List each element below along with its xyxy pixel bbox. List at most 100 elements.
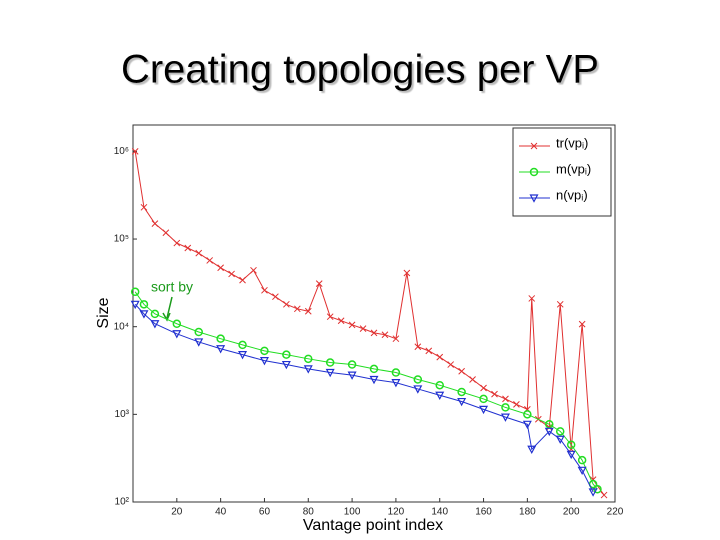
y-axis-label: Size <box>95 297 112 328</box>
point <box>469 376 476 383</box>
annotation: sort by <box>151 279 193 295</box>
point <box>283 300 290 308</box>
point <box>566 450 576 460</box>
legend-marker <box>529 167 539 177</box>
point <box>447 361 455 368</box>
point <box>413 375 423 384</box>
point <box>457 397 467 407</box>
y-tick-label: 10⁴ <box>114 321 129 332</box>
point <box>502 395 509 403</box>
legend-marker <box>530 142 538 150</box>
point <box>479 394 488 404</box>
point <box>259 357 269 366</box>
point <box>194 338 204 347</box>
point <box>195 249 203 257</box>
y-tick-label: 10⁵ <box>114 234 129 245</box>
point <box>403 269 411 277</box>
point <box>588 488 598 497</box>
point <box>281 360 291 370</box>
point <box>347 360 357 369</box>
point <box>391 368 401 377</box>
point <box>173 239 181 247</box>
point <box>304 307 312 315</box>
point <box>555 427 565 436</box>
point <box>348 321 356 329</box>
point <box>435 391 445 401</box>
point <box>184 244 192 252</box>
point <box>172 319 182 329</box>
point <box>325 358 335 367</box>
point <box>238 340 247 350</box>
point <box>228 270 235 278</box>
legend-label: tr(vpᵢ) <box>556 135 588 150</box>
point <box>325 368 335 378</box>
point <box>413 385 423 394</box>
point <box>261 286 268 294</box>
point <box>315 280 323 287</box>
x-tick-label: 180 <box>519 507 536 518</box>
point <box>162 229 170 237</box>
x-tick-label: 80 <box>303 507 315 518</box>
point <box>272 293 279 301</box>
point <box>414 343 422 351</box>
point <box>250 266 257 274</box>
point <box>130 287 140 297</box>
point <box>172 330 182 339</box>
x-axis-label: Vantage point index <box>303 517 443 534</box>
annotation-arrow <box>166 296 173 319</box>
point <box>555 435 565 445</box>
point <box>370 329 378 337</box>
point <box>217 264 224 272</box>
point <box>577 455 587 465</box>
point <box>577 466 587 476</box>
point <box>528 295 536 302</box>
point <box>458 367 465 375</box>
point <box>544 427 554 437</box>
point <box>151 220 159 227</box>
annotation-arrowhead <box>162 312 171 322</box>
point <box>150 309 160 319</box>
point <box>359 325 367 332</box>
point <box>600 491 608 499</box>
point <box>369 364 379 374</box>
point <box>282 350 291 359</box>
point <box>391 379 401 388</box>
point <box>566 440 576 449</box>
point <box>139 300 149 309</box>
point <box>457 387 466 397</box>
point <box>480 384 487 392</box>
point <box>238 351 248 360</box>
x-tick-label: 140 <box>431 507 448 518</box>
point <box>347 371 357 380</box>
series-line <box>134 303 594 493</box>
point <box>527 445 537 454</box>
x-tick-label: 60 <box>259 507 271 518</box>
point <box>425 347 433 355</box>
point <box>522 420 532 430</box>
point <box>194 327 203 337</box>
slide-title: Creating topologies per VP <box>121 48 599 92</box>
legend-label: n(vpᵢ) <box>556 187 588 202</box>
legend-marker <box>529 194 539 203</box>
point <box>139 310 149 319</box>
point <box>239 276 246 284</box>
point <box>206 257 214 264</box>
point <box>293 305 301 313</box>
point <box>523 410 532 419</box>
y-tick-label: 10² <box>115 497 130 508</box>
point <box>216 345 226 354</box>
point <box>392 335 400 343</box>
point <box>150 320 160 329</box>
y-tick-label: 10⁶ <box>114 146 129 157</box>
point <box>260 346 269 356</box>
point <box>326 313 334 321</box>
legend-label: m(vpᵢ) <box>556 161 591 176</box>
point <box>556 300 564 308</box>
point <box>479 405 489 415</box>
point <box>140 203 148 211</box>
x-tick-label: 120 <box>388 507 405 518</box>
point <box>501 403 510 412</box>
x-tick-label: 220 <box>607 507 624 518</box>
point <box>216 334 225 343</box>
